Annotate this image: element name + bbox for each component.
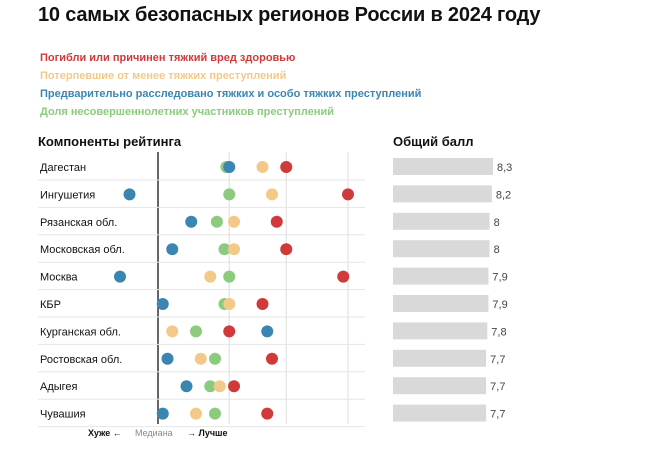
total-score-bar: [393, 185, 492, 203]
data-point: [123, 188, 136, 201]
total-score-value: 8: [494, 244, 500, 256]
data-point: [185, 215, 198, 228]
region-label: КБР: [40, 299, 61, 311]
data-point: [228, 243, 240, 256]
data-point: [223, 161, 236, 173]
region-label: Ингушетия: [40, 189, 95, 201]
data-point: [256, 298, 269, 310]
data-point: [280, 161, 293, 173]
data-point: [223, 188, 236, 201]
region-label: Дагестан: [40, 162, 86, 174]
axis-worse-label: Хуже ←: [88, 428, 122, 438]
data-point: [261, 325, 274, 338]
data-point: [213, 380, 226, 393]
data-point: [156, 298, 169, 310]
data-point: [266, 352, 278, 365]
total-score-value: 7,8: [491, 326, 506, 338]
total-score-bar: [393, 212, 490, 230]
total-score-bar: [393, 322, 488, 340]
data-point: [261, 407, 274, 420]
data-point: [190, 325, 202, 338]
total-score-value: 7,7: [490, 381, 505, 393]
data-point: [180, 380, 193, 393]
chart-title: 10 самых безопасных регионов России в 20…: [38, 4, 541, 26]
data-point: [280, 243, 293, 256]
legend-item-minors-share: Доля несовершеннолетних участников прест…: [40, 106, 335, 118]
data-point: [114, 270, 126, 283]
total-score-value: 7,7: [490, 354, 505, 366]
data-point: [204, 380, 217, 393]
region-label: Рязанская обл.: [40, 217, 117, 229]
total-score-bar: [393, 377, 487, 395]
total-score-value: 8: [494, 217, 500, 229]
region-label: Ростовская обл.: [40, 354, 122, 366]
total-score-bar: [393, 295, 489, 312]
total-score-value: 7,9: [492, 299, 507, 311]
data-point: [223, 325, 236, 338]
axis-median-label: Медиана: [135, 428, 173, 438]
total-score-bar: [393, 240, 490, 258]
region-label: Московская обл.: [40, 244, 125, 256]
legend-item-death: Погибли или причинен тяжкий вред здоровь…: [40, 52, 296, 64]
data-point: [228, 380, 240, 393]
data-point: [161, 352, 174, 365]
total-score-value: 8,3: [497, 162, 512, 174]
data-point: [228, 215, 240, 228]
legend-item-minor-victims: Потерпевшие от менее тяжких преступлений: [40, 70, 287, 82]
region-label: Чувашия: [40, 409, 86, 421]
data-point: [270, 215, 283, 228]
data-point: [337, 270, 350, 283]
data-point: [342, 188, 354, 201]
total-score-bar: [393, 349, 487, 367]
data-point: [210, 215, 223, 228]
grid-lines: [228, 152, 349, 424]
data-point: [156, 407, 169, 420]
total-score-title: Общий балл: [393, 134, 473, 149]
rows: Дагестан 8,3 Ингушетия 8,2 Рязанская обл. 8 Мо…: [38, 158, 512, 428]
total-score-bar: [393, 158, 493, 175]
region-label: Адыгея: [40, 381, 78, 393]
region-label: Москва: [40, 272, 78, 284]
data-point: [204, 270, 217, 283]
data-point: [190, 407, 202, 420]
data-point: [218, 243, 231, 256]
data-point: [166, 325, 179, 338]
total-score-value: 7,9: [492, 272, 507, 284]
region-label: Курганская обл.: [40, 326, 121, 338]
data-point: [209, 407, 221, 420]
total-score-value: 7,7: [490, 409, 505, 421]
data-point: [256, 161, 269, 173]
data-point: [223, 298, 236, 310]
data-point: [209, 352, 221, 365]
total-score-bar: [393, 404, 487, 422]
data-point: [194, 352, 207, 365]
data-point: [266, 188, 278, 201]
data-point: [223, 270, 236, 283]
total-score-value: 8,2: [496, 189, 511, 201]
total-score-bar: [393, 267, 489, 285]
data-point: [166, 243, 179, 256]
components-title: Компоненты рейтинга: [38, 134, 182, 149]
axis-better-label: → Лучше: [187, 428, 228, 438]
legend-item-investigated: Предварительно расследовано тяжких и осо…: [40, 88, 422, 100]
